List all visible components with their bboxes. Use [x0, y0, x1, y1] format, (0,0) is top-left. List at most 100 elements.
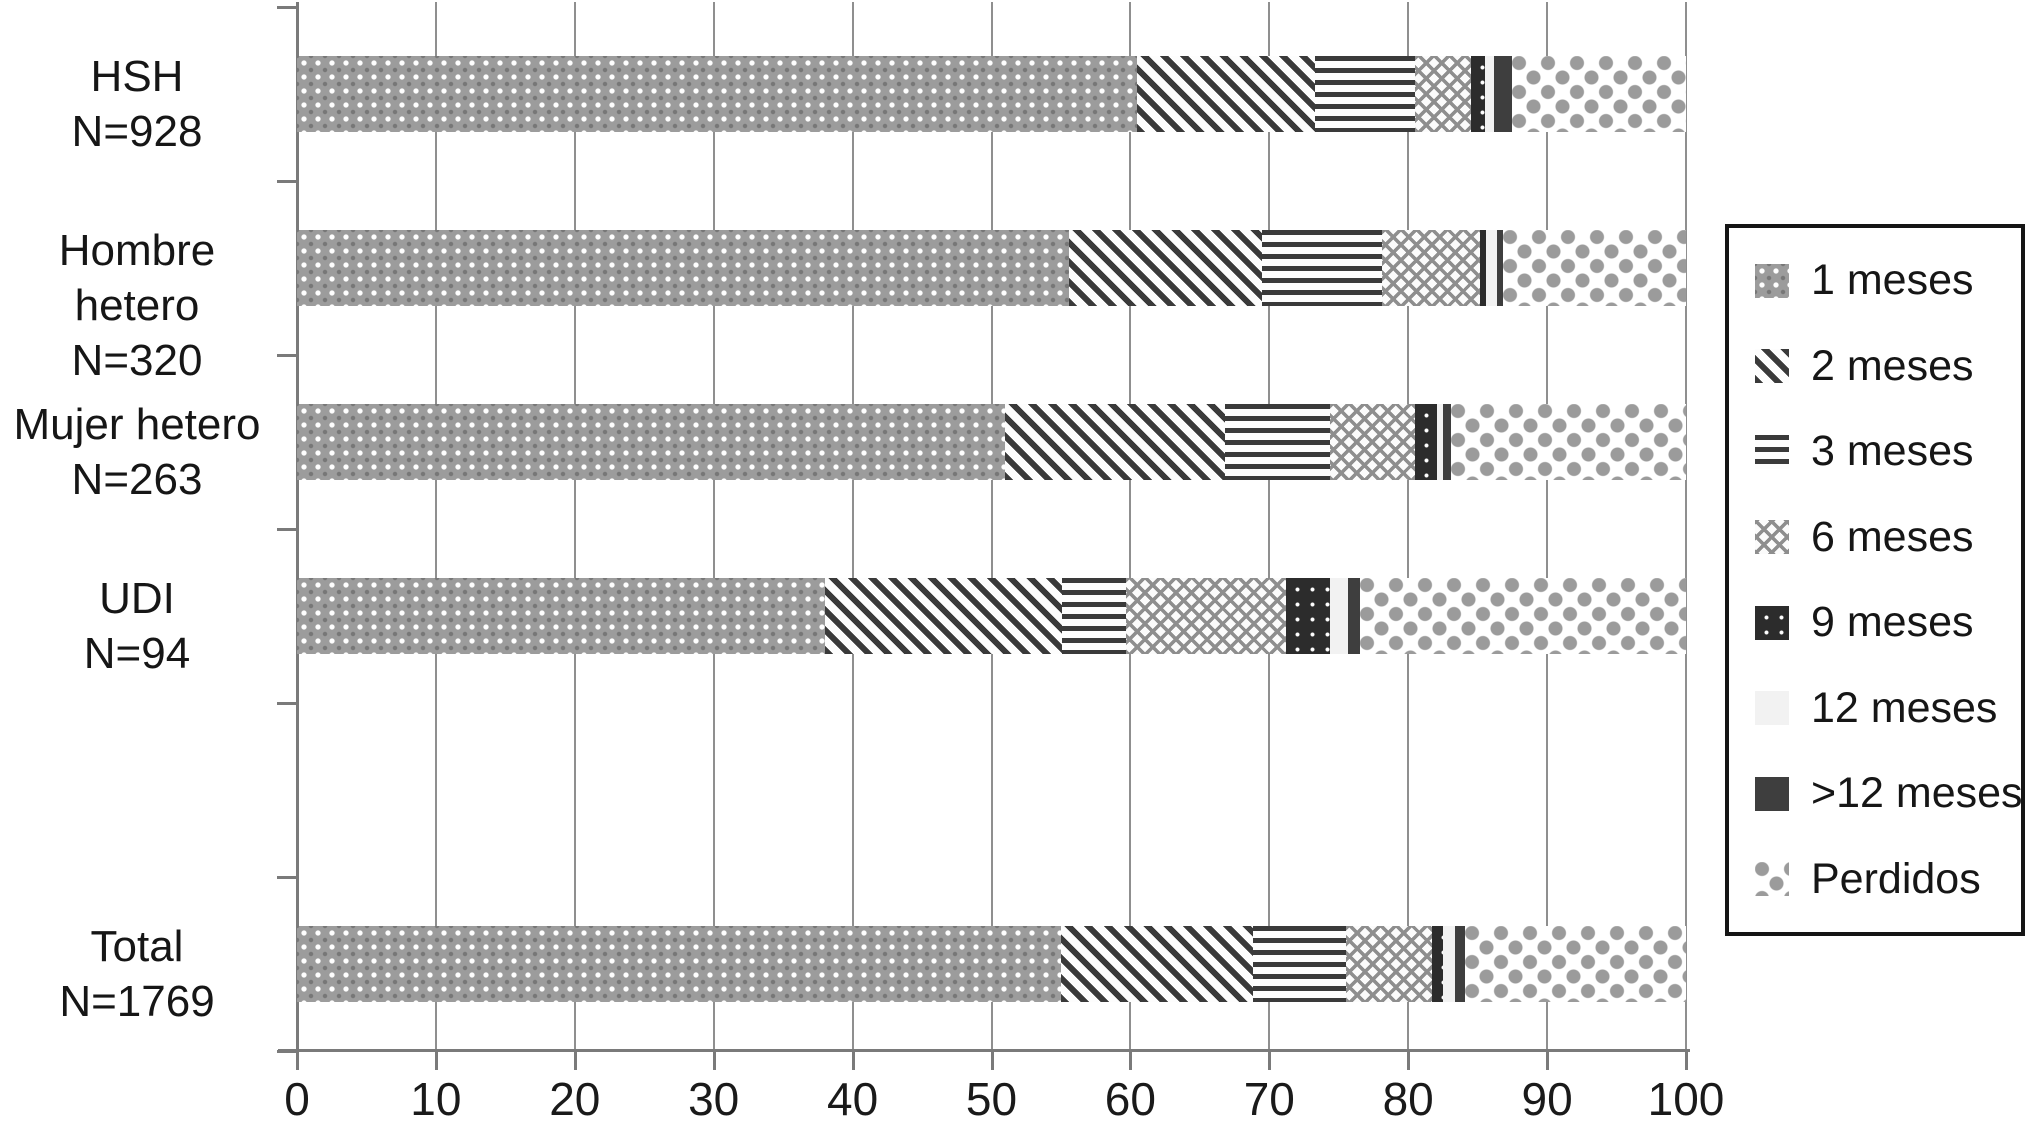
x-axis-tick-40	[851, 1051, 855, 1070]
x-tick-label-80: 80	[1382, 1073, 1434, 1125]
gridline-60	[1129, 2, 1132, 1051]
x-tick-label-0: 0	[284, 1073, 310, 1125]
bar-total	[297, 926, 1686, 1002]
bar-segment-12-meses	[1330, 578, 1349, 654]
legend-box: 1 meses 2 meses 3 meses 6 meses 9 meses 12 me…	[1725, 224, 2025, 936]
category-name: UDI	[99, 574, 175, 623]
category-n-count: N=320	[71, 336, 203, 385]
x-tick-label-50: 50	[965, 1073, 1018, 1125]
gridline-20	[573, 2, 576, 1051]
bar-mujer-hetero	[297, 404, 1686, 480]
legend-swatch-p-2m	[1755, 349, 1789, 384]
bar-segment-3-meses	[1062, 578, 1127, 654]
x-tick-label-90: 90	[1521, 1073, 1573, 1125]
y-axis-tick-5	[277, 876, 297, 879]
bar-segment-9-meses	[1285, 578, 1331, 654]
x-axis-tick-20	[573, 1051, 577, 1070]
bar-segment-3-meses	[1262, 230, 1382, 306]
bar-segment-12-meses	[1442, 926, 1456, 1002]
bar-segment-12-meses	[1437, 404, 1443, 480]
category-name: Mujer hetero	[13, 400, 261, 449]
bar-segment-3-meses	[1315, 56, 1416, 132]
category-n-count: N=94	[83, 629, 191, 678]
category-n-count: N=928	[71, 107, 203, 156]
bar-segment-2-meses	[824, 578, 1063, 654]
bar-segment-Perdidos	[1512, 56, 1686, 132]
legend-item-9-meses: 9 meses	[1755, 598, 2021, 647]
category-n-count: N=263	[71, 455, 203, 504]
legend-item-1-meses: 1 meses	[1755, 256, 2021, 305]
bar-segment->12-meses	[1494, 56, 1513, 132]
bar-segment->12-meses	[1497, 230, 1503, 306]
bar-segment-2-meses	[1069, 230, 1263, 306]
y-axis-line	[296, 2, 299, 1051]
legend-swatch-p-9m	[1755, 605, 1789, 640]
gridline-40	[851, 2, 854, 1051]
category-label-mujer-hetero: Mujer hetero N=263	[0, 397, 274, 507]
y-axis-tick-6	[277, 1050, 297, 1053]
x-tick-label-10: 10	[410, 1073, 462, 1125]
category-label-hsh: HSH N=928	[0, 49, 274, 159]
bar-segment-Perdidos	[1465, 926, 1686, 1002]
bar-segment->12-meses	[1348, 578, 1360, 654]
x-tick-label-40: 40	[827, 1073, 879, 1125]
bar-segment-3-meses	[1224, 404, 1331, 480]
x-tick-label-60: 60	[1104, 1073, 1156, 1125]
bar-segment-Perdidos	[1359, 578, 1686, 654]
bar-segment-Perdidos	[1502, 230, 1686, 306]
plot-area	[297, 2, 1687, 1051]
gridline-90	[1546, 2, 1549, 1051]
x-axis-line	[278, 1049, 1690, 1052]
bar-segment-2-meses	[1060, 926, 1253, 1002]
x-axis-tick-0	[296, 1051, 299, 1070]
bar-segment-12-meses	[1485, 230, 1498, 306]
gridline-30	[712, 2, 715, 1051]
bar-segment-1-meses	[297, 578, 825, 654]
x-axis-tick-100	[1685, 1051, 1688, 1070]
gridline-50	[990, 2, 993, 1051]
legend-item--12-meses: >12 meses	[1755, 769, 2023, 818]
gridline-80	[1407, 2, 1410, 1051]
legend-label: 1 meses	[1811, 256, 1974, 305]
bar-segment-2-meses	[1137, 56, 1316, 132]
legend-label: 3 meses	[1811, 427, 1974, 476]
bar-segment-9-meses	[1415, 404, 1438, 480]
category-name: HSH	[90, 52, 184, 101]
y-axis-tick-2	[277, 354, 297, 357]
bar-segment-9-meses	[1431, 926, 1443, 1002]
legend-item-6-meses: 6 meses	[1755, 513, 2021, 562]
bar-segment-Perdidos	[1451, 404, 1686, 480]
bar-segment-1-meses	[297, 230, 1070, 306]
y-axis-tick-0	[277, 6, 297, 9]
category-name: Total	[90, 922, 184, 971]
x-tick-label-70: 70	[1243, 1073, 1295, 1125]
legend-label: 9 meses	[1811, 598, 1974, 647]
x-axis-tick-10	[434, 1051, 438, 1070]
legend-item-12-meses: 12 meses	[1755, 684, 2021, 733]
category-n-count: N=1769	[59, 977, 215, 1026]
bar-segment-6-meses	[1345, 926, 1432, 1002]
bar-segment-6-meses	[1381, 230, 1481, 306]
y-axis-tick-4	[277, 702, 297, 705]
bar-segment-9-meses	[1480, 230, 1486, 306]
legend-swatch-p-6m	[1755, 520, 1789, 555]
x-axis-tick-80	[1407, 1051, 1411, 1070]
legend-swatch-p-12m	[1755, 691, 1789, 726]
bar-segment-1-meses	[297, 56, 1138, 132]
bar-segment-6-meses	[1415, 56, 1471, 132]
gridline-10	[434, 2, 437, 1051]
legend-swatch-p-1m	[1755, 263, 1789, 298]
x-axis-tick-30	[712, 1051, 716, 1070]
y-axis-tick-3	[277, 528, 297, 531]
legend-item-2-meses: 2 meses	[1755, 342, 2021, 391]
category-label-hombre-hetero: Hombre hetero N=320	[0, 223, 274, 388]
bar-hsh	[297, 56, 1686, 132]
bar-segment-1-meses	[297, 926, 1061, 1002]
gridline-70	[1268, 2, 1271, 1051]
bar-segment-12-meses	[1484, 56, 1495, 132]
legend-item-3-meses: 3 meses	[1755, 427, 2021, 476]
legend-swatch-p-g12m	[1755, 776, 1789, 811]
bar-segment->12-meses	[1442, 404, 1452, 480]
legend-swatch-p-3m	[1755, 434, 1789, 469]
x-axis-tick-50	[990, 1051, 994, 1070]
